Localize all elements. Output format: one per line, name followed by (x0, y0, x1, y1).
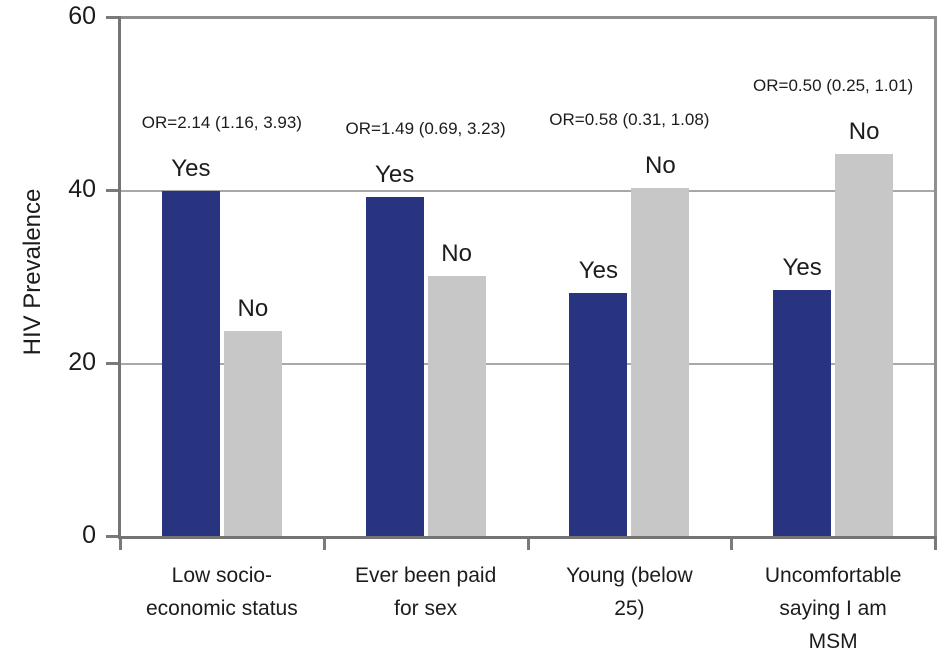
odds-ratio-label: OR=2.14 (1.16, 3.93) (141, 113, 302, 132)
odds-ratio-label: OR=1.49 (0.69, 3.23) (345, 119, 506, 139)
x-axis-line (118, 536, 937, 539)
plot-frame-right (934, 18, 937, 537)
y-axis-line (118, 16, 121, 539)
bar-no (631, 188, 690, 537)
gridline (120, 363, 935, 365)
bar-yes (773, 290, 832, 537)
y-axis-tick (106, 535, 120, 538)
y-axis-tick (106, 362, 120, 365)
bar-label-no: No (237, 295, 269, 323)
odds-ratio-label: OR=0.58 (0.31, 1.08) (549, 110, 710, 130)
y-axis-tick (106, 189, 120, 192)
y-tick-label: 40 (68, 175, 96, 203)
x-axis-tick (730, 537, 734, 550)
odds-ratio-label: OR=0.50 (0.25, 1.01) (753, 75, 914, 95)
x-category-label: Uncomfortable saying I am MSM (764, 564, 902, 653)
y-tick-label: 60 (68, 2, 96, 30)
y-tick-label: 20 (68, 348, 96, 376)
x-axis-tick (526, 537, 530, 550)
y-tick-label: 0 (82, 521, 96, 549)
x-axis-tick (934, 537, 937, 550)
y-axis-title: HIV Prevalence (19, 188, 46, 356)
x-category-label: Ever been paid for sex (354, 564, 497, 620)
bar-label-yes: Yes (782, 254, 822, 282)
bar-no (223, 331, 282, 537)
bar-no (835, 153, 894, 537)
gridline (120, 190, 935, 192)
x-axis-tick (119, 537, 122, 550)
bar-label-no: No (848, 117, 880, 145)
x-axis-tick (322, 537, 326, 550)
bar-no (427, 275, 486, 537)
bar-yes (365, 197, 424, 537)
bar-yes (161, 191, 220, 537)
bar-label-yes: Yes (578, 257, 618, 285)
bar-yes (569, 293, 628, 537)
bar-label-yes: Yes (171, 155, 211, 182)
bar-label-no: No (645, 152, 676, 180)
bar-label-no: No (441, 239, 472, 267)
plot-frame-top (118, 16, 937, 19)
bar-label-yes: Yes (375, 161, 415, 189)
x-category-label: Young (below 25) (566, 564, 693, 620)
y-axis-tick (106, 16, 120, 19)
x-category-label: Low socio- economic status (146, 564, 298, 620)
